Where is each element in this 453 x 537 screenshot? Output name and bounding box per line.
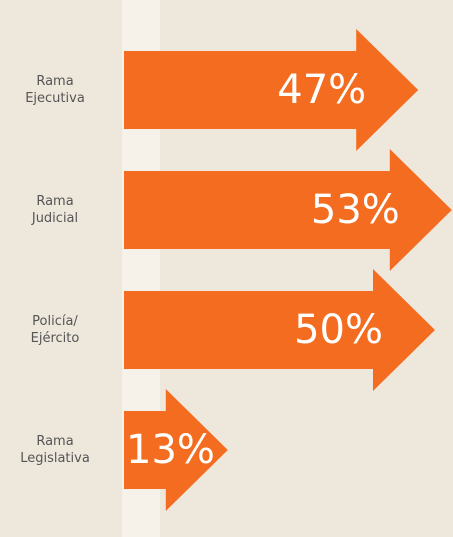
- arrow-bar: [124, 389, 228, 511]
- arrow-bar: [124, 29, 419, 151]
- category-label: Rama Ejecutiva: [25, 74, 85, 106]
- arrow-bar: [124, 269, 435, 391]
- value-label: 47%: [277, 67, 366, 113]
- category-label: Rama Judicial: [31, 194, 79, 226]
- value-label: 13%: [126, 427, 215, 473]
- value-label: 53%: [311, 187, 400, 233]
- value-label: 50%: [294, 307, 383, 353]
- category-label: Rama Legislativa: [20, 434, 90, 466]
- category-label: Policía/ Ejército: [30, 314, 80, 346]
- arrow-bar: [124, 149, 452, 271]
